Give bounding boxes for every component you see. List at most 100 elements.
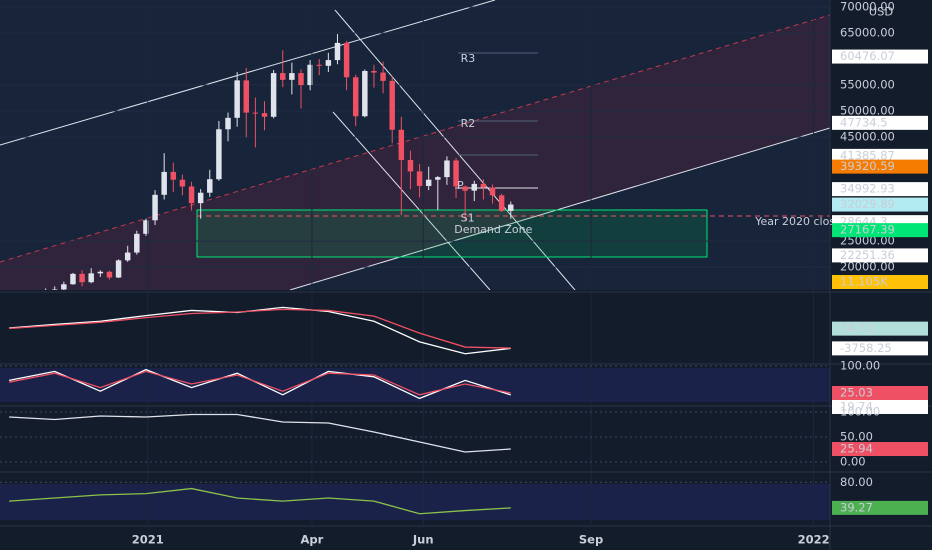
candle-body [106,271,113,278]
candle-body [416,171,423,186]
x-tick-label: Sep [579,533,603,547]
trend-line [334,9,576,290]
x-tick-label: Jun [412,533,434,547]
candle-body [243,80,249,113]
y-tick-label: 50.00 [840,430,873,444]
candle-body [61,284,67,290]
price-tag: 27167.39 [840,223,895,237]
candle-body [508,204,514,211]
candle-body [170,171,177,180]
candle-body [471,183,478,191]
price-tag-box [832,182,928,197]
candles [0,6,830,290]
candle-body [362,71,368,117]
price-tag: 32029.89 [840,197,895,211]
candle-body [371,71,377,73]
candle-body [207,179,213,193]
candle-body [334,42,341,61]
price-tag: 60476.07 [840,49,895,63]
indicator-line [9,306,511,355]
price-tag-box [832,159,928,174]
trend-line [332,111,491,290]
annotation: S1 [461,212,475,225]
candle-body [489,187,496,196]
value-tag-box [832,321,928,336]
candle-body [352,77,359,117]
annotation: R3 [461,52,476,65]
annotation: R2 [461,117,476,130]
candle-body [115,260,122,278]
value-tag-box [832,399,928,414]
candle-body [316,64,322,66]
price-tag: 39320.59 [840,159,895,173]
y-tick-label: 100.00 [840,405,880,419]
candle-body [179,179,186,187]
candle-body [143,220,149,234]
price-tag-box [832,49,928,64]
candle-body [398,129,405,160]
x-tick-label: 2022 [798,533,830,547]
price-tag: 47734.5 [840,115,888,129]
value-tag: -3758.25 [840,341,892,355]
value-tag-box [832,442,928,457]
y-tick-label: 55000.00 [840,78,895,92]
demand-zone [196,209,708,258]
candle-body [307,64,313,86]
candle-body [79,273,85,283]
value-tag: 74.73 [840,321,873,335]
y-tick-label: 65000.00 [840,26,895,40]
price-tag-box [832,115,928,130]
candle-body [480,183,487,188]
candle-body [124,252,131,261]
annotation: P [457,179,464,192]
y-tick-label: 100.00 [840,359,880,373]
annotation: Demand Zone [454,223,532,236]
candle-body [188,186,195,204]
x-tick-label: 2021 [132,533,164,547]
candle-body [325,60,332,66]
candle-body [289,73,295,80]
candle-body [425,179,432,186]
currency: USD [869,5,894,19]
candle-body [453,160,459,187]
value-tag-box [832,385,928,400]
candle-body [225,117,231,130]
volume-tag: 11.105K [840,275,888,289]
candle-body [252,112,259,114]
y-tick-label: 80.00 [840,475,873,489]
trend-line [289,127,830,290]
value-tag: 39.27 [840,500,873,514]
indicator-line [8,368,511,400]
volume-tag-box [832,275,928,289]
y-tick-label: 50000.00 [840,104,895,118]
candle-body [380,72,386,81]
channel-line [0,14,830,263]
channel-fill [0,15,830,290]
y-tick-label: 20000.00 [840,260,895,274]
candle-body [152,194,158,221]
candle-body [261,113,268,117]
band [0,484,830,520]
candle-body [161,171,167,195]
x-tick-label: Apr [301,533,324,547]
candle-body [444,160,450,178]
candle-body [70,273,76,285]
price-tag: 34992.93 [840,182,895,196]
y-tick-label: 70000.00 [840,0,895,14]
y-tick-label: 45000.00 [840,130,895,144]
indicator-line [8,370,511,396]
value-tag: 25.03 [840,385,873,399]
candle-body [298,73,304,86]
price-tag-box [832,197,928,212]
indicator-line [9,413,511,453]
candle-body [51,289,58,290]
annotation: Year 2020 close [754,215,842,228]
candle-body [134,233,140,253]
candle-body [435,177,441,180]
drawings [0,0,830,290]
indicator-line [9,308,511,349]
trend-line [0,0,496,146]
candle-body [234,80,240,118]
price-tag-box [832,223,928,238]
